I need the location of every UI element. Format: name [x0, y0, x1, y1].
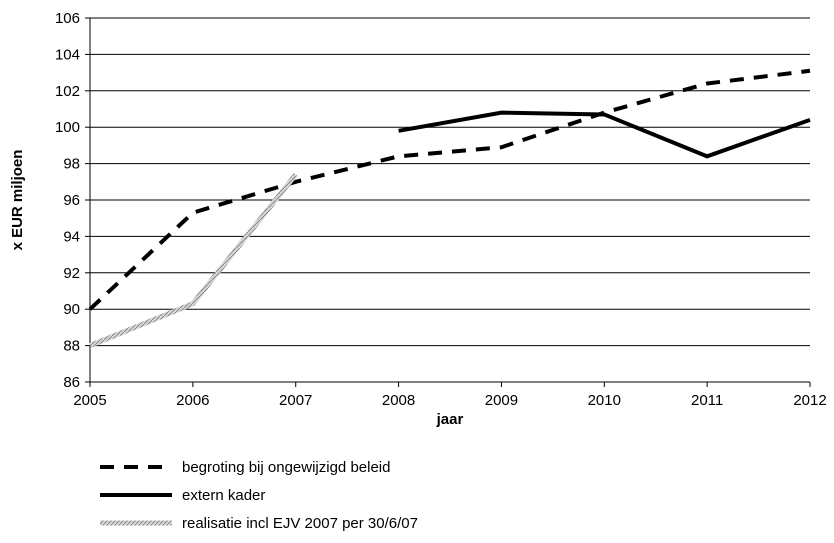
series — [88, 68, 811, 348]
x-tick-label: 2010 — [588, 392, 621, 409]
y-tick-label: 98 — [63, 156, 80, 173]
y-tick-label: 106 — [55, 10, 80, 27]
y-tick-label: 94 — [63, 228, 80, 245]
x-axis-title: jaar — [436, 411, 464, 428]
y-tick-label: 92 — [63, 265, 80, 282]
y-tick-label: 88 — [63, 338, 80, 355]
legend: begroting bij ongewijzigd beleid extern k… — [100, 459, 418, 532]
series-line-1 — [398, 110, 811, 159]
legend-label: extern kader — [182, 487, 265, 504]
x-tick-label: 2006 — [176, 392, 209, 409]
x-tick-label: 2008 — [382, 392, 415, 409]
y-tick-label: 104 — [55, 46, 80, 63]
y-axis-title: x EUR miljoen — [9, 150, 26, 251]
gridlines — [90, 17, 810, 383]
legend-label: realisatie incl EJV 2007 per 30/6/07 — [182, 515, 418, 532]
y-tick-label: 102 — [55, 83, 80, 100]
legend-label: begroting bij ongewijzigd beleid — [182, 459, 390, 476]
y-tick-label: 100 — [55, 119, 80, 136]
axes — [85, 17, 811, 387]
x-tick-label: 2011 — [691, 392, 723, 409]
y-tick-label: 96 — [63, 192, 80, 209]
x-tick-label: 2007 — [279, 392, 312, 409]
y-tick-label: 90 — [63, 301, 80, 318]
tick-labels: 86 88 90 92 94 96 98 100 102 104 106 2005 2006 2007 20… — [55, 10, 827, 409]
series-line-0 — [88, 68, 811, 311]
x-tick-label: 2012 — [793, 392, 826, 409]
y-tick-label: 86 — [63, 374, 80, 391]
series-line-2 — [89, 172, 298, 348]
x-tick-label: 2009 — [485, 392, 518, 409]
x-tick-label: 2005 — [73, 392, 106, 409]
